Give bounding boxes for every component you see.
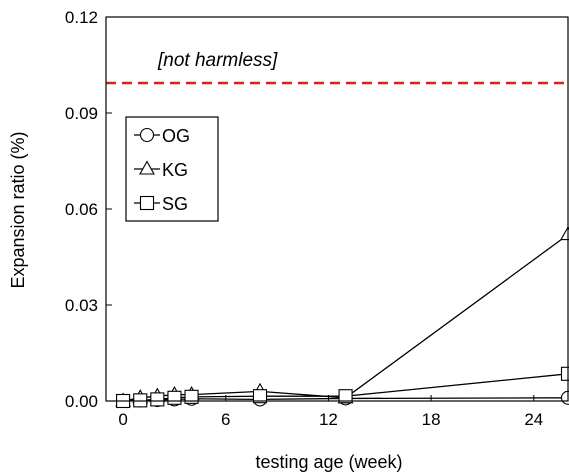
data-point-sg bbox=[338, 389, 353, 404]
series-group bbox=[115, 225, 569, 409]
series-line-kg bbox=[122, 234, 569, 402]
legend-label: OG bbox=[162, 126, 190, 146]
data-point-sg bbox=[133, 393, 148, 408]
y-tick-label: 0.03 bbox=[65, 296, 98, 315]
threshold-label: [not harmless] bbox=[157, 50, 278, 71]
y-ticks: 0.00 0.03 0.06 0.09 0.12 bbox=[65, 8, 112, 411]
x-tick-label: 0 bbox=[118, 410, 127, 429]
legend-marker-sg bbox=[139, 195, 155, 211]
legend-label: KG bbox=[162, 160, 188, 180]
plot-frame bbox=[105, 16, 569, 402]
legend-item-sg: SG bbox=[134, 194, 188, 214]
data-point-sg bbox=[167, 390, 182, 405]
series-kg bbox=[115, 225, 569, 407]
x-axis-title: testing age (week) bbox=[255, 452, 402, 472]
data-point-sg bbox=[184, 389, 199, 404]
legend-marker-og bbox=[139, 127, 155, 143]
x-tick-label: 24 bbox=[524, 410, 543, 429]
x-tick-label: 18 bbox=[422, 410, 441, 429]
y-tick-label: 0.12 bbox=[65, 8, 98, 27]
y-tick-label: 0.00 bbox=[65, 392, 98, 411]
y-tick-label: 0.06 bbox=[65, 200, 98, 219]
y-axis-title: Expansion ratio (%) bbox=[8, 131, 28, 288]
legend-marker-kg bbox=[139, 160, 155, 175]
legend-item-og: OG bbox=[134, 126, 190, 146]
data-point-sg bbox=[252, 389, 268, 404]
threshold: [not harmless] bbox=[106, 50, 568, 85]
x-tick-label: 6 bbox=[221, 410, 230, 429]
y-tick-label: 0.09 bbox=[65, 104, 98, 123]
legend: OG KG SG bbox=[125, 116, 219, 222]
legend-item-kg: KG bbox=[134, 160, 188, 180]
x-tick-label: 12 bbox=[319, 410, 338, 429]
data-point-sg bbox=[150, 392, 165, 407]
legend-label: SG bbox=[162, 194, 188, 214]
